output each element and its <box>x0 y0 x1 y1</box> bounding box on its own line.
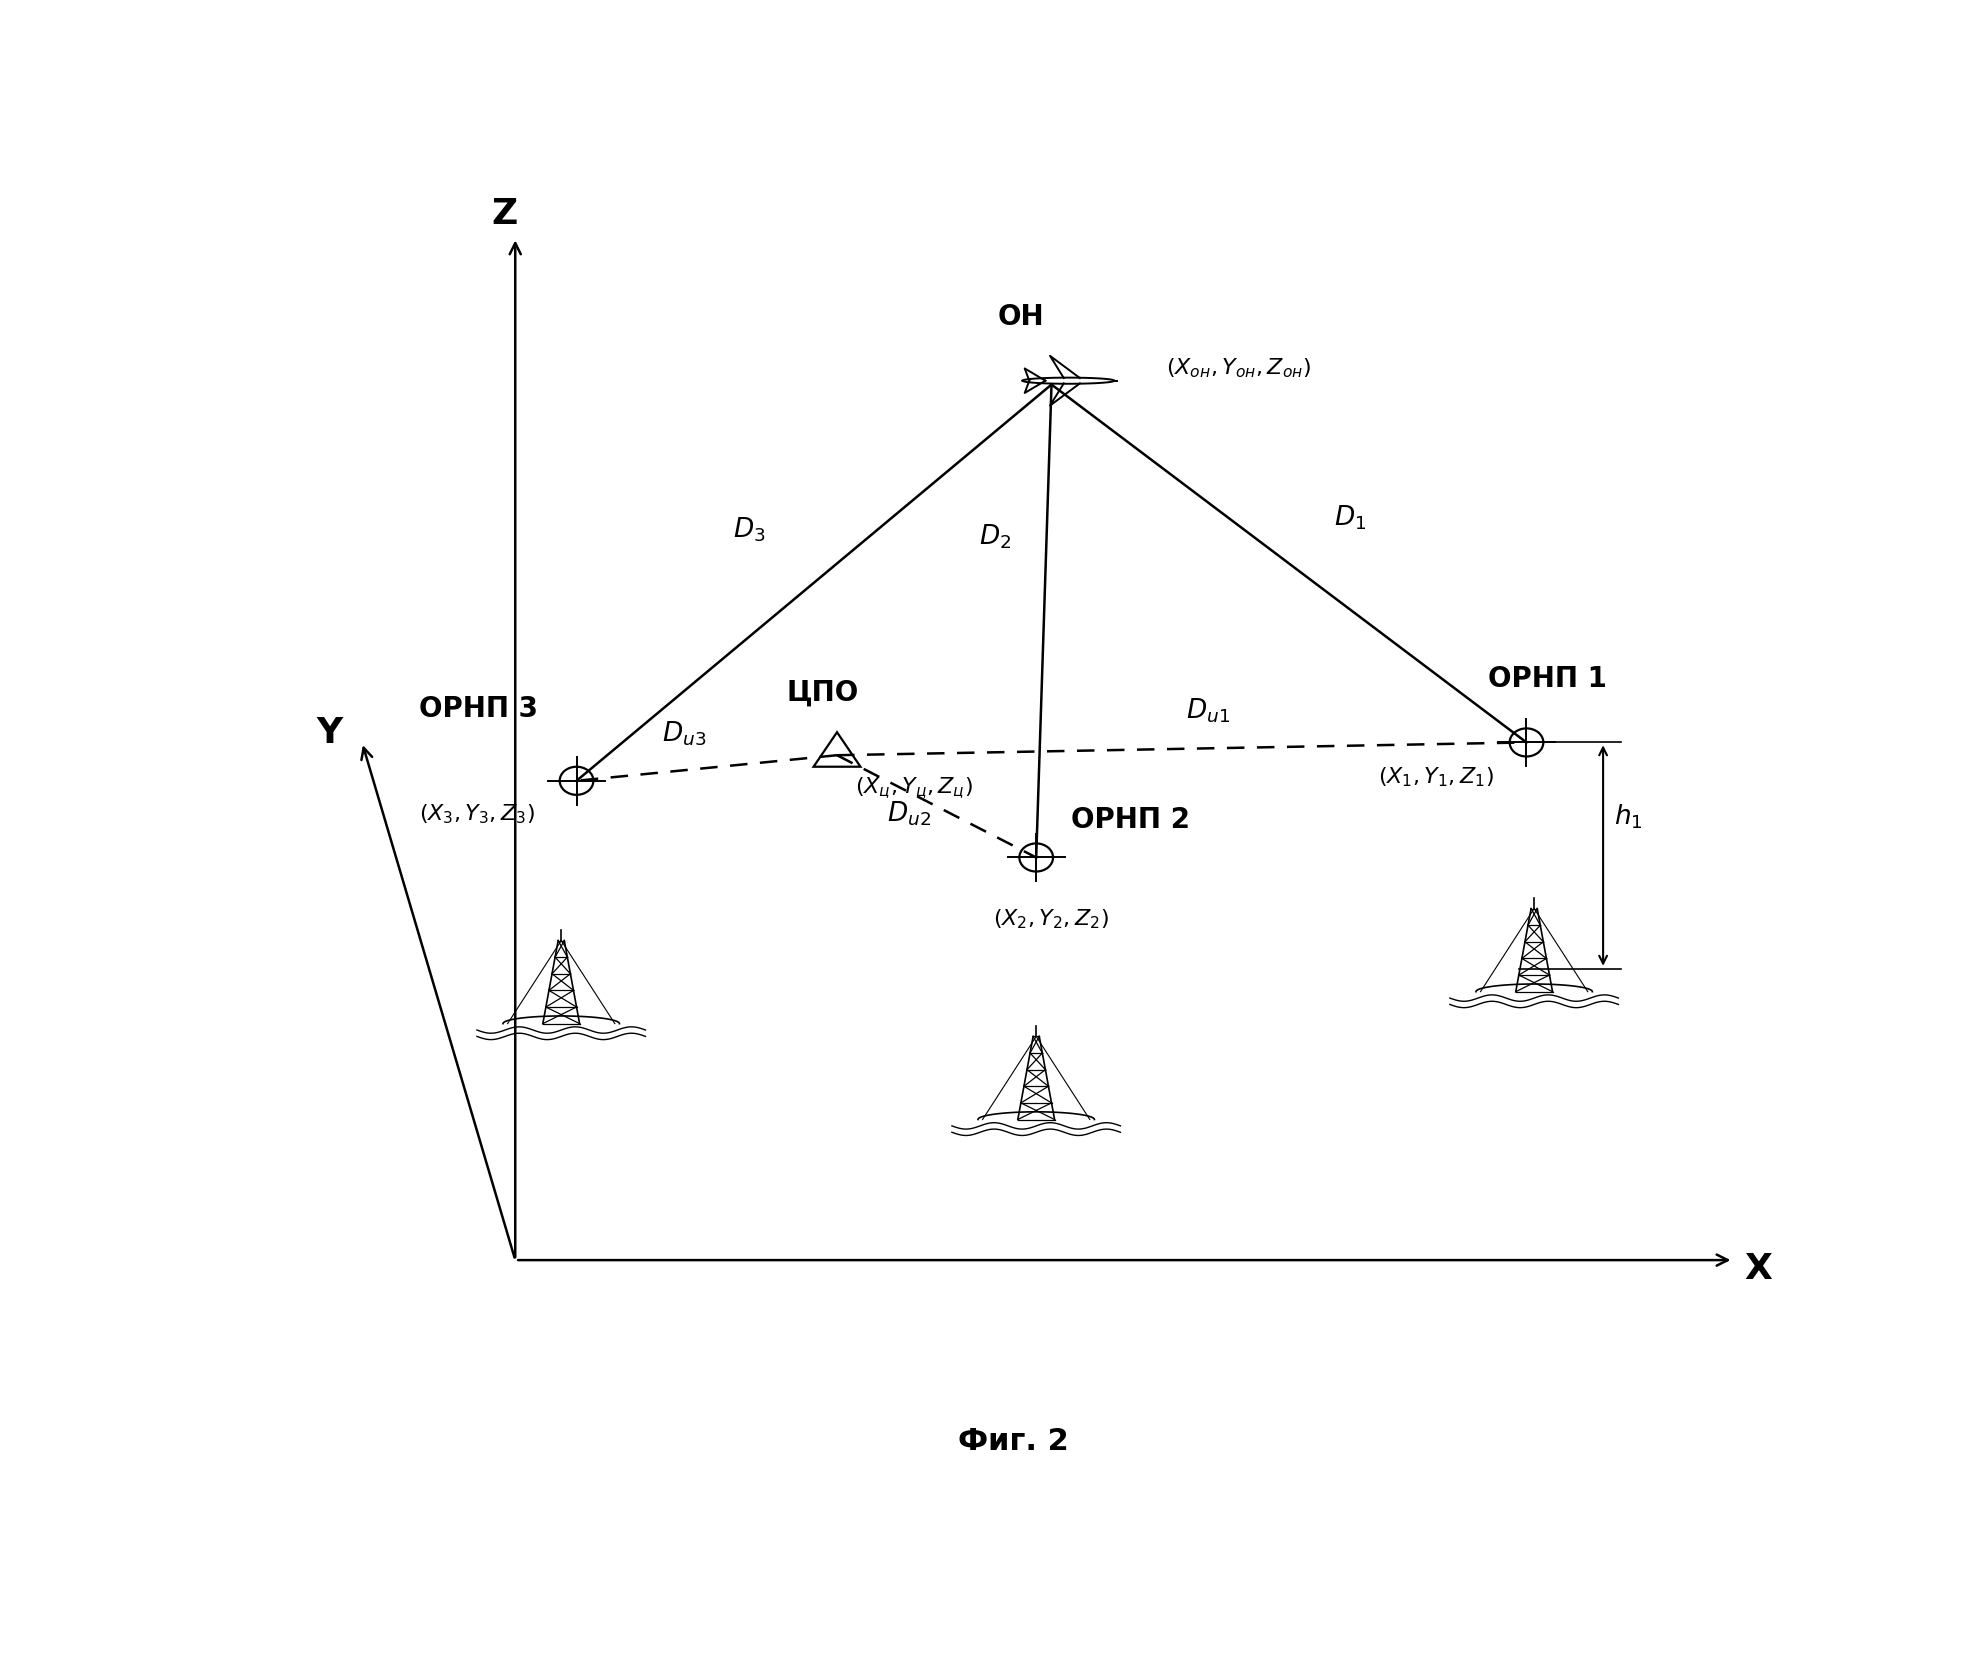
Text: ОН: ОН <box>998 302 1044 330</box>
Text: $D_{u3}$: $D_{u3}$ <box>662 719 706 747</box>
Text: Z: Z <box>492 198 518 231</box>
Text: $h_1$: $h_1$ <box>1613 802 1643 830</box>
Text: X: X <box>1744 1252 1771 1287</box>
Text: $D_{u1}$: $D_{u1}$ <box>1186 696 1230 725</box>
Text: ОРНП 2: ОРНП 2 <box>1072 807 1190 835</box>
Text: $(X_3,Y_3,Z_3)$: $(X_3,Y_3,Z_3)$ <box>419 802 534 827</box>
Text: $D_3$: $D_3$ <box>733 516 765 544</box>
Text: $D_2$: $D_2$ <box>979 523 1010 551</box>
Text: ОРНП 1: ОРНП 1 <box>1489 664 1607 692</box>
Text: Фиг. 2: Фиг. 2 <box>957 1428 1070 1456</box>
Text: $(X_2,Y_2,Z_2)$: $(X_2,Y_2,Z_2)$ <box>992 908 1109 931</box>
Text: $D_{u2}$: $D_{u2}$ <box>888 800 931 828</box>
Text: $(X_{ц},Y_{ц},Z_{ц})$: $(X_{ц},Y_{ц},Z_{ц})$ <box>856 775 973 800</box>
Text: ЦПО: ЦПО <box>787 679 858 707</box>
Text: $D_1$: $D_1$ <box>1334 503 1366 531</box>
Text: $(X_1,Y_1,Z_1)$: $(X_1,Y_1,Z_1)$ <box>1378 765 1495 788</box>
Text: Y: Y <box>316 717 342 750</box>
Text: ОРНП 3: ОРНП 3 <box>419 696 538 724</box>
Text: $(X_{он},Y_{он},Z_{он})$: $(X_{он},Y_{он},Z_{он})$ <box>1166 357 1311 380</box>
